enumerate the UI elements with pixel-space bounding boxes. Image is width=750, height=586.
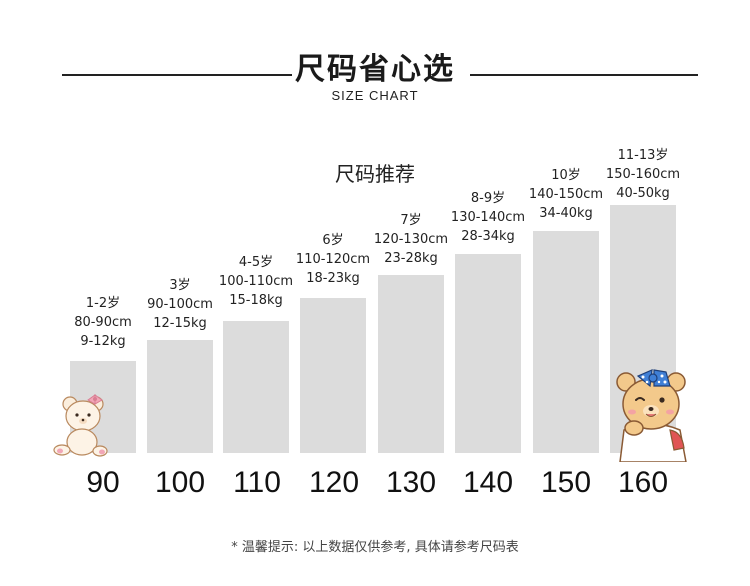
size-info-140: 8-9岁 130-140cm 28-34kg xyxy=(433,189,543,246)
weight-label: 9-12kg xyxy=(80,334,126,349)
weight-label: 23-28kg xyxy=(384,251,438,266)
age-label: 6岁 xyxy=(322,233,344,248)
footer-note: * 温馨提示: 以上数据仅供参考, 具体请参考尺码表 xyxy=(231,540,519,555)
weight-label: 28-34kg xyxy=(461,229,515,244)
size-bar-100 xyxy=(147,340,213,453)
size-info-130: 7岁 120-130cm 23-28kg xyxy=(356,211,466,268)
age-label: 1-2岁 xyxy=(85,296,121,311)
size-bar-120 xyxy=(300,298,366,453)
height-label: 150-160cm xyxy=(605,167,681,182)
size-number-130: 130 xyxy=(385,466,437,499)
weight-label: 15-18kg xyxy=(229,293,283,308)
size-info-150: 10岁 140-150cm 34-40kg xyxy=(511,166,621,223)
size-bar-130 xyxy=(378,275,444,453)
size-bar-140 xyxy=(455,254,521,453)
size-number-120: 120 xyxy=(308,466,360,499)
weight-label: 18-23kg xyxy=(306,271,360,286)
height-label: 110-120cm xyxy=(295,252,371,267)
age-label: 11-13岁 xyxy=(617,148,669,163)
height-label: 90-100cm xyxy=(147,297,213,312)
height-label: 80-90cm xyxy=(74,315,132,330)
size-info-100: 3岁 90-100cm 12-15kg xyxy=(125,276,235,333)
size-bar-150 xyxy=(533,231,599,453)
age-label: 4-5岁 xyxy=(238,255,274,270)
size-info-90: 1-2岁 80-90cm 9-12kg xyxy=(48,294,158,351)
big-bear-icon xyxy=(616,369,687,462)
height-label: 140-150cm xyxy=(528,187,604,202)
page-title: 尺码省心选 xyxy=(295,52,455,87)
size-info-120: 6岁 110-120cm 18-23kg xyxy=(278,231,388,288)
height-label: 130-140cm xyxy=(450,210,526,225)
title-rule-right xyxy=(470,74,698,76)
weight-label: 34-40kg xyxy=(539,206,593,221)
small-bear-icon xyxy=(53,394,108,457)
weight-label: 12-15kg xyxy=(153,316,207,331)
age-label: 7岁 xyxy=(400,213,422,228)
title-rule-left xyxy=(62,74,292,76)
size-bar-110 xyxy=(223,321,289,453)
size-number-140: 140 xyxy=(462,466,514,499)
height-label: 120-130cm xyxy=(373,232,449,247)
weight-label: 40-50kg xyxy=(616,186,670,201)
size-number-160: 160 xyxy=(617,466,669,499)
size-info-110: 4-5岁 100-110cm 15-18kg xyxy=(201,253,311,310)
age-label: 8-9岁 xyxy=(470,191,506,206)
size-number-100: 100 xyxy=(154,466,206,499)
age-label: 3岁 xyxy=(169,278,191,293)
size-number-90: 90 xyxy=(86,466,120,499)
height-label: 100-110cm xyxy=(218,274,294,289)
size-info-160: 11-13岁 150-160cm 40-50kg xyxy=(588,146,698,203)
page-subtitle: SIZE CHART xyxy=(331,88,419,103)
age-label: 10岁 xyxy=(551,168,581,183)
size-number-150: 150 xyxy=(540,466,592,499)
size-number-110: 110 xyxy=(233,466,281,499)
recommend-label: 尺码推荐 xyxy=(335,162,415,186)
